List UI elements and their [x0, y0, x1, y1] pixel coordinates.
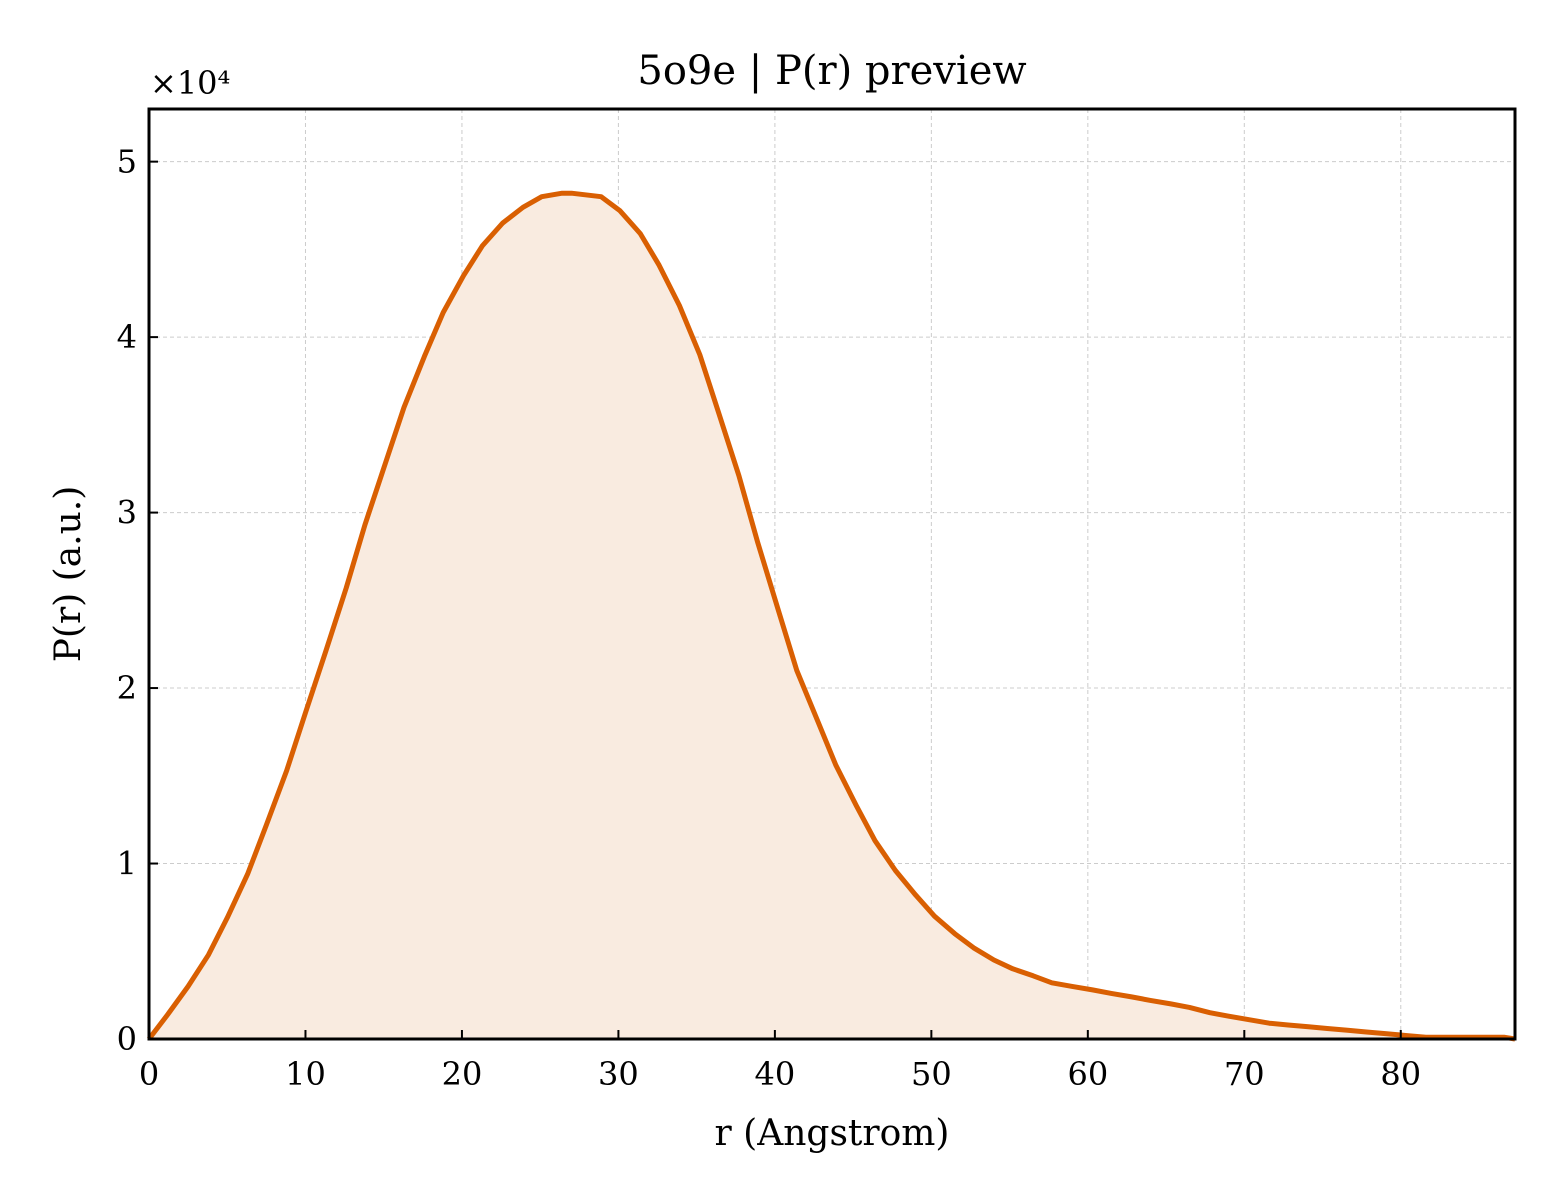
area-fill [149, 193, 1515, 1039]
y-tick-label-5: 5 [117, 143, 137, 181]
y-tick-label-1: 1 [117, 845, 137, 883]
y-tick-label-3: 3 [117, 494, 137, 532]
y-tick-label-4: 4 [117, 318, 137, 356]
x-tick-label-0: 0 [139, 1055, 159, 1093]
y-offset-label: ×10⁴ [150, 64, 230, 102]
x-tick-label-7: 70 [1224, 1055, 1265, 1093]
series-line [147, 190, 1516, 1042]
y-tick-label-0: 0 [117, 1020, 137, 1058]
y-axis-label: P(r) (a.u.) [48, 486, 89, 663]
x-tick-label-3: 30 [598, 1055, 639, 1093]
x-tick-label-5: 50 [911, 1055, 952, 1093]
plot-frame [147, 107, 1517, 1041]
x-tick-label-2: 20 [442, 1055, 483, 1093]
chart-title: 5o9e | P(r) preview [637, 48, 1026, 94]
x-tick-label-1: 10 [285, 1055, 326, 1093]
x-tick-label-4: 40 [755, 1055, 796, 1093]
y-tick-label-2: 2 [117, 669, 137, 707]
axis-ticks: 0 10 20 30 40 50 60 70 80 0 1 2 3 4 5 [117, 143, 1421, 1093]
x-axis-label: r (Angstrom) [715, 1113, 950, 1154]
x-tick-label-6: 60 [1067, 1055, 1108, 1093]
x-tick-label-8: 80 [1380, 1055, 1421, 1093]
